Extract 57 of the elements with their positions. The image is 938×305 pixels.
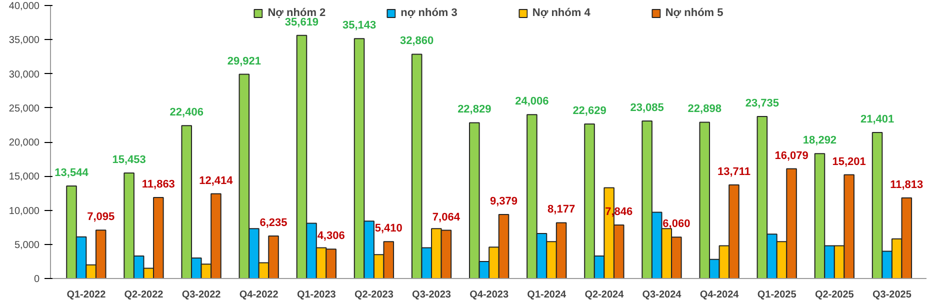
x-tick-label: Q4-2023 (470, 290, 509, 300)
x-tick-label: Q4-2024 (700, 290, 740, 300)
y-tick-label: 15,000 (8, 172, 40, 183)
legend-label: nợ nhóm 3 (400, 7, 458, 19)
y-tick-label: 40,000 (8, 1, 40, 12)
data-label: 11,863 (142, 178, 175, 191)
data-label: 22,829 (458, 104, 492, 116)
x-tick-label: Q1-2022 (66, 290, 106, 300)
data-label: 7,095 (87, 211, 115, 224)
x-tick-label: Q4-2022 (239, 290, 279, 300)
data-label: 22,629 (572, 105, 606, 118)
data-label: 6,235 (260, 216, 288, 229)
x-tick-label: Q3-2022 (182, 290, 222, 300)
x-tick-label: Q2-2023 (354, 290, 394, 300)
data-label: 18,292 (802, 134, 837, 147)
data-label: 13,544 (54, 167, 90, 180)
y-tick-label: 5,000 (14, 240, 40, 251)
x-tick-label: Q3-2023 (412, 290, 452, 300)
data-label: 6,060 (662, 218, 690, 230)
y-tick-label: 20,000 (8, 138, 40, 148)
data-label: 32,860 (400, 35, 434, 48)
data-label: 15,453 (112, 154, 146, 166)
x-tick-label: Q1-2025 (757, 290, 797, 300)
y-tick-label: 35,000 (8, 35, 40, 46)
x-tick-label: Q2-2022 (124, 290, 164, 300)
legend-label: Nợ nhóm 5 (665, 7, 724, 19)
x-tick-label: Q2-2025 (814, 290, 854, 300)
data-label: 7,064 (432, 211, 461, 224)
y-tick-label: 0 (34, 274, 40, 285)
data-label: 23,085 (630, 102, 664, 114)
data-label: 24,006 (515, 96, 549, 108)
y-tick-label: 10,000 (8, 206, 40, 217)
x-tick-label: Q2-2024 (584, 290, 624, 300)
y-tick-label: 25,000 (8, 103, 40, 114)
data-label: 35,143 (342, 20, 376, 32)
data-label: 13,711 (717, 166, 751, 178)
data-label: 22,406 (170, 106, 204, 119)
data-label: 11,813 (890, 178, 924, 191)
data-label: 23,735 (745, 98, 780, 110)
x-tick-label: Q1-2024 (527, 290, 567, 300)
data-label: 8,177 (548, 204, 576, 216)
data-label: 12,414 (199, 174, 234, 187)
data-label: 9,379 (490, 195, 518, 208)
x-tick-label: Q3-2024 (642, 290, 682, 300)
data-label: 21,401 (860, 113, 894, 126)
data-label: 29,921 (227, 55, 262, 68)
data-label: 35,619 (284, 16, 319, 28)
data-label: 4,306 (317, 230, 345, 242)
data-label: 5,410 (374, 222, 402, 235)
data-label: 15,201 (832, 156, 866, 168)
data-label: 16,079 (774, 150, 808, 162)
x-tick-label: Q3-2025 (872, 290, 912, 300)
x-tick-label: Q1-2023 (296, 290, 336, 300)
legend-label: Nợ nhóm 4 (532, 7, 590, 19)
data-label: 22,898 (688, 103, 722, 116)
legend-label: Nợ nhóm 2 (268, 7, 326, 19)
y-tick-label: 30,000 (8, 69, 40, 80)
